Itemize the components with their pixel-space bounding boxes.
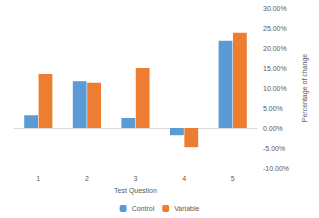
svg-text:5.00%: 5.00% — [263, 105, 283, 112]
svg-text:30.00%: 30.00% — [263, 5, 287, 12]
svg-text:3: 3 — [134, 175, 138, 182]
svg-text:-10.00%: -10.00% — [263, 165, 289, 172]
svg-text:Control: Control — [132, 205, 155, 212]
svg-text:25.00%: 25.00% — [263, 25, 287, 32]
svg-text:5: 5 — [231, 175, 235, 182]
svg-text:20.00%: 20.00% — [263, 45, 287, 52]
svg-text:-5.00%: -5.00% — [263, 145, 285, 152]
svg-text:1: 1 — [36, 175, 40, 182]
svg-text:2: 2 — [85, 175, 89, 182]
svg-text:10.00%: 10.00% — [263, 85, 287, 92]
svg-text:15.00%: 15.00% — [263, 65, 287, 72]
svg-text:4: 4 — [182, 175, 186, 182]
svg-text:Test Question: Test Question — [114, 187, 157, 195]
svg-text:Percentage of change: Percentage of change — [301, 54, 309, 123]
svg-text:0.00%: 0.00% — [263, 125, 283, 132]
svg-text:Variable: Variable — [174, 205, 199, 212]
